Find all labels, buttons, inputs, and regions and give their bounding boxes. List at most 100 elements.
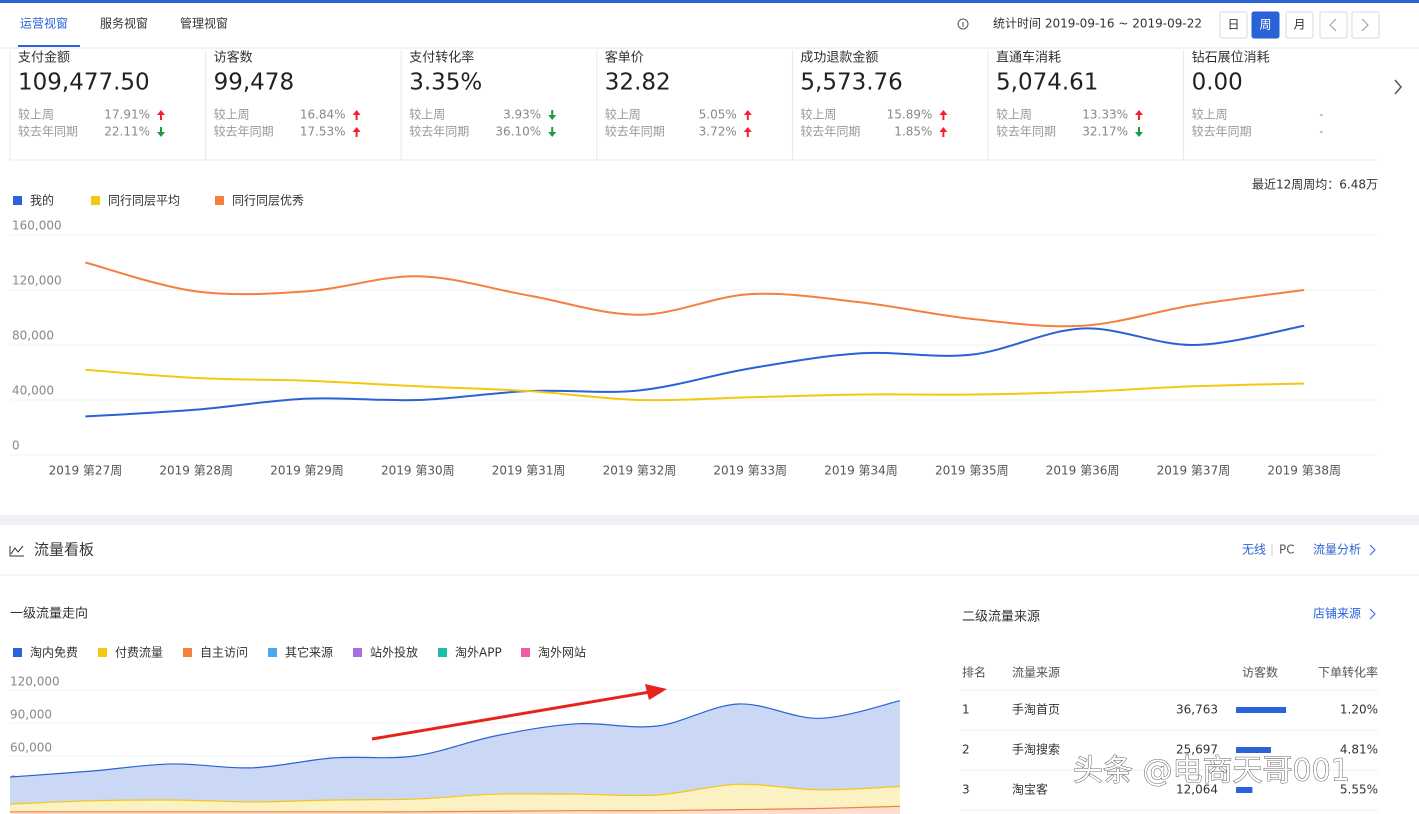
trend-arrow [1135, 110, 1143, 115]
link[interactable]: PC [1279, 543, 1295, 557]
area-series [10, 784, 900, 814]
column-header: 下单转化率 [1318, 665, 1378, 680]
legend-label[interactable]: 同行同层平均 [108, 194, 180, 208]
nav-tab[interactable]: 服务视窗 [100, 16, 148, 31]
watermark: 头条 @电商天哥001 [1073, 754, 1350, 789]
legend-swatch [438, 648, 447, 657]
y-tick-label: 160,000 [12, 219, 62, 233]
kpi-compare-label: 较上周 [409, 107, 445, 122]
kpi-value: 3.35% [409, 70, 482, 96]
legend-label[interactable]: 付费流量 [115, 646, 163, 660]
area-backing [10, 700, 900, 814]
legend-label[interactable]: 我的 [30, 193, 54, 208]
legend-label[interactable]: 淘外APP [455, 646, 502, 660]
x-tick-label: 2019 第37周 [1157, 464, 1231, 478]
y-tick-label: 120,000 [10, 675, 60, 689]
kpi-compare-label: 较上周 [605, 107, 641, 122]
column-header: 排名 [962, 665, 986, 680]
trend-arrow [939, 110, 948, 115]
legend-label[interactable]: 自主访问 [200, 646, 248, 660]
kpi-compare-label: 较上周 [18, 107, 54, 122]
period-button[interactable] [1251, 11, 1280, 39]
x-tick-label: 2019 第27周 [49, 464, 123, 478]
nav-tab[interactable]: 运营视窗 [20, 16, 68, 31]
kpi-change: 22.11% [104, 125, 150, 139]
trend-arrow [1138, 115, 1140, 120]
annotation-arrowhead [645, 684, 667, 700]
period-button-label[interactable]: 日 [1227, 18, 1239, 32]
link[interactable]: 流量分析 [1313, 543, 1361, 557]
area-line [9, 783, 901, 805]
legend-swatch [521, 648, 530, 657]
tab-underline [18, 45, 80, 47]
period-button-label[interactable]: 周 [1259, 18, 1271, 32]
source-name: 淘宝客 [1012, 782, 1048, 797]
link[interactable]: 店铺来源 [1313, 607, 1361, 621]
kpi-compare-label: 较去年同期 [214, 124, 274, 139]
nav-tab[interactable]: 管理视窗 [180, 16, 228, 31]
legend-label[interactable]: 同行同层优秀 [232, 194, 304, 208]
period-button-label[interactable]: 月 [1293, 18, 1305, 32]
info-icon[interactable] [957, 18, 969, 30]
x-tick-label: 2019 第29周 [270, 464, 344, 478]
legend-label[interactable]: 淘外网站 [538, 646, 586, 660]
kpi-compare-label: 较上周 [214, 107, 250, 122]
kpi-title: 支付金额 [18, 50, 70, 66]
kpi-value: 109,477.50 [18, 70, 150, 96]
trend-arrow [548, 115, 557, 120]
link-arrow [1369, 544, 1376, 556]
annotation-arrow [371, 690, 651, 741]
kpi-change: 16.84% [300, 108, 346, 122]
kpi-value: 99,478 [214, 70, 294, 96]
column-header: 流量来源 [1012, 666, 1060, 680]
period-button[interactable] [1219, 11, 1248, 39]
trend-arrow [1138, 127, 1140, 132]
y-tick-label: 60,000 [10, 741, 52, 755]
line-series [85, 368, 1305, 402]
legend-label[interactable]: 其它来源 [285, 645, 333, 660]
trend-arrow [160, 115, 162, 120]
kpi-title: 成功退款金额 [800, 50, 878, 66]
kpi-change: 13.33% [1082, 108, 1128, 122]
conversion: 5.55% [1340, 783, 1378, 797]
kpi-compare-label: 较上周 [1192, 107, 1228, 122]
link[interactable]: 无线 [1242, 543, 1266, 557]
x-tick-label: 2019 第31周 [492, 464, 566, 478]
x-tick-label: 2019 第33周 [713, 464, 787, 478]
visitors-bar [1236, 747, 1271, 753]
trend-arrow [548, 132, 557, 137]
kpi-compare-label: 较去年同期 [800, 124, 860, 139]
panel-title: 二级流量来源 [962, 610, 1040, 625]
section-title: 流量看板 [34, 541, 94, 559]
next-arrow[interactable] [1394, 79, 1402, 95]
trend-arrow [942, 132, 945, 137]
area-line [10, 805, 901, 813]
legend-label[interactable]: 淘内免费 [30, 645, 78, 660]
legend-label[interactable]: 站外投放 [370, 645, 418, 660]
kpi-compare-label: 较去年同期 [605, 124, 665, 139]
kpi-change: 17.53% [300, 125, 346, 139]
link-arrow [1369, 608, 1376, 620]
page-button[interactable] [1351, 11, 1380, 39]
conversion: 4.81% [1340, 743, 1378, 757]
kpi-change: 5.05% [699, 108, 737, 122]
x-tick-label: 2019 第36周 [1046, 464, 1120, 478]
line-series [85, 324, 1305, 418]
y-tick-label: 120,000 [12, 274, 62, 288]
x-tick-label: 2019 第34周 [824, 464, 898, 478]
legend-swatch [91, 196, 100, 205]
kpi-change: - [1319, 108, 1323, 122]
period-label: 统计时间 2019-09-16 ~ 2019-09-22 [993, 17, 1202, 31]
trend-arrow [352, 110, 361, 115]
kpi-change: 36.10% [495, 125, 541, 139]
x-tick-label: 2019 第28周 [159, 464, 233, 478]
visitors-bar [1236, 707, 1286, 713]
top-panel [0, 0, 1419, 515]
trend-arrow [157, 110, 165, 115]
source-name: 手淘搜索 [1012, 742, 1060, 757]
top-border [0, 0, 1419, 3]
chart-icon [9, 546, 24, 557]
rank: 2 [962, 743, 970, 757]
period-button[interactable] [1285, 11, 1314, 39]
page-button[interactable] [1319, 11, 1348, 39]
